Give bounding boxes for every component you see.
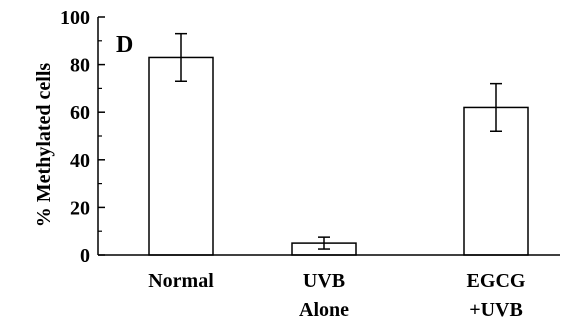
y-tick-label: 0 [80,245,90,267]
error-bars-group [175,32,502,250]
panel-label: D [116,32,133,58]
bars-group [148,56,529,256]
y-ticks-group: 0 20 40 60 80 100 [60,7,105,267]
x-tick-labels-group: Normal UVB Alone EGCG +UVB [148,270,526,321]
bar [148,56,214,256]
y-axis-title: % Methylated cells [33,63,55,228]
y-tick-label: 20 [70,197,90,219]
x-tick-label: Alone [299,299,349,321]
x-tick-label: UVB [303,270,345,292]
x-tick-label: Normal [148,270,214,292]
x-tick-label: EGCG [467,270,526,292]
x-tick-label: +UVB [469,299,523,321]
y-tick-label: 100 [60,7,90,29]
y-tick-label: 60 [70,102,90,124]
y-tick-label: 80 [70,55,90,77]
y-tick-label: 40 [70,150,90,172]
bar [463,106,529,256]
